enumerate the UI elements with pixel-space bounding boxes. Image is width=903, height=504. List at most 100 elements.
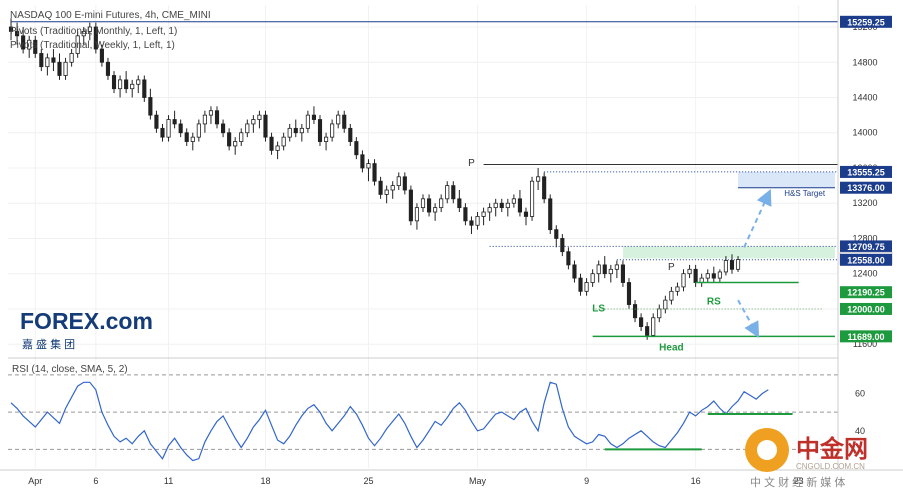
- cngold-logo-text: 中金网: [796, 435, 868, 463]
- candle-body: [420, 198, 426, 209]
- time-tick-label: 25: [363, 476, 373, 486]
- target-zone: [738, 171, 835, 188]
- annotation-label: H&S Target: [784, 189, 826, 198]
- candle-body: [499, 202, 504, 209]
- candle-body: [632, 304, 638, 319]
- candle-body: [414, 207, 420, 222]
- candle-body: [505, 202, 510, 209]
- candle-body: [390, 185, 395, 191]
- candle-body: [45, 57, 50, 68]
- candle-body: [439, 198, 444, 209]
- time-tick-label: 6: [93, 476, 98, 486]
- price-label-box: [840, 240, 892, 253]
- price-label-box: [840, 302, 892, 315]
- price-label: 12709.75: [847, 242, 885, 252]
- candle-body: [426, 198, 432, 213]
- candle-body: [542, 176, 547, 200]
- candle-body: [208, 110, 214, 116]
- price-label: 11689.00: [847, 332, 884, 342]
- candle-body: [111, 75, 117, 90]
- candle-body: [166, 119, 171, 138]
- price-label: 13376.00: [847, 183, 885, 193]
- candle-body: [572, 264, 577, 279]
- candle-body: [681, 273, 686, 288]
- price-label: 15259.25: [847, 17, 885, 27]
- price-label-box: [840, 15, 892, 28]
- rsi-tick-label: 60: [855, 389, 865, 399]
- pivots-monthly-legend: Pivots (Traditional, Monthly, 1, Left, 1…: [10, 26, 177, 37]
- candle-body: [360, 154, 365, 169]
- candle-body: [148, 97, 153, 116]
- candle-body: [75, 35, 80, 54]
- forex-logo: FOREX.com 嘉 盛 集 团: [20, 308, 153, 351]
- candle-body: [735, 259, 741, 270]
- candle-body: [614, 264, 619, 270]
- candle-body: [669, 290, 674, 301]
- candle-body: [384, 189, 389, 195]
- cngold-coin-inner-icon: [757, 440, 777, 460]
- cngold-logo: 中金网 CNGOLD.COM.CN 中 文 财 经 新 媒 体: [745, 428, 868, 489]
- candle-body: [221, 123, 226, 134]
- candle-body: [578, 277, 583, 292]
- price-label: 12000.00: [847, 304, 885, 314]
- candle-body: [202, 114, 207, 125]
- price-tick-label: 12400: [852, 269, 877, 279]
- candle-body: [299, 127, 304, 134]
- price-label: 12190.25: [847, 288, 885, 298]
- candle-body: [99, 48, 104, 63]
- price-label-box: [840, 330, 892, 343]
- candle-body: [142, 79, 147, 98]
- candle-body: [536, 176, 541, 182]
- candle-body: [190, 136, 195, 142]
- candle-body: [693, 268, 698, 283]
- candle-body: [590, 273, 595, 283]
- annotation-label: P: [468, 158, 475, 169]
- candle-body: [481, 211, 486, 217]
- candle-body: [445, 185, 450, 200]
- annotation-label: LS: [592, 304, 605, 315]
- projection-arrow: [743, 188, 772, 248]
- annotation-label: Head: [659, 342, 683, 353]
- candle-body: [196, 123, 201, 138]
- candle-body: [548, 198, 553, 231]
- candle-body: [257, 114, 262, 120]
- candle-body: [160, 127, 165, 138]
- price-label: 13555.25: [847, 167, 885, 177]
- candle-body: [663, 299, 668, 310]
- forex-logo-text: FOREX.com: [20, 308, 153, 334]
- candle-body: [57, 61, 62, 76]
- candle-body: [293, 127, 298, 134]
- candle-body: [348, 127, 353, 142]
- candle-body: [39, 53, 44, 68]
- candle-body: [8, 26, 14, 32]
- candle-body: [566, 251, 571, 266]
- chart-title: NASDAQ 100 E-mini Futures, 4h, CME_MINI: [10, 10, 211, 21]
- candle-body: [493, 202, 498, 209]
- candle-body: [729, 260, 735, 270]
- candle-body: [408, 189, 413, 222]
- time-tick-label: 11: [164, 476, 173, 486]
- candle-body: [378, 180, 383, 195]
- candle-body: [560, 238, 565, 253]
- candle-body: [27, 39, 32, 50]
- candle-body: [93, 26, 98, 50]
- candle-body: [154, 114, 159, 129]
- candle-body: [323, 136, 329, 142]
- candle-body: [487, 207, 492, 213]
- candle-body: [433, 207, 438, 213]
- candle-body: [354, 141, 359, 156]
- candle-body: [245, 123, 250, 134]
- candle-body: [366, 163, 371, 169]
- price-tick-label: 13200: [852, 198, 877, 208]
- candle-body: [554, 229, 559, 239]
- price-label-box: [840, 181, 892, 194]
- candle-body: [717, 271, 722, 279]
- candle-body: [511, 198, 516, 204]
- candle-body: [608, 268, 613, 275]
- candle-body: [372, 163, 377, 182]
- candle-body: [687, 268, 692, 275]
- candle-body: [118, 79, 123, 90]
- candle-body: [81, 31, 86, 37]
